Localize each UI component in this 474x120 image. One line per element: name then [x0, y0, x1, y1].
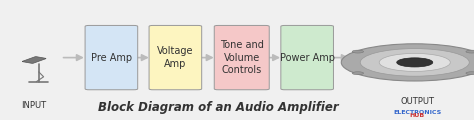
FancyBboxPatch shape — [281, 25, 333, 90]
Text: HUB: HUB — [410, 113, 425, 118]
Text: Block Diagram of an Audio Amplifier: Block Diagram of an Audio Amplifier — [98, 101, 338, 114]
Circle shape — [352, 72, 364, 75]
Circle shape — [466, 50, 474, 53]
Text: INPUT: INPUT — [21, 101, 47, 110]
Text: OUTPUT: OUTPUT — [400, 97, 434, 106]
Circle shape — [341, 44, 474, 81]
Circle shape — [379, 53, 450, 71]
FancyBboxPatch shape — [214, 25, 269, 90]
Text: Voltage
Amp: Voltage Amp — [157, 46, 194, 69]
Circle shape — [466, 72, 474, 75]
Text: Tone and
Volume
Controls: Tone and Volume Controls — [220, 40, 264, 75]
Circle shape — [352, 50, 364, 53]
Text: ELECTRONICS: ELECTRONICS — [393, 110, 441, 115]
FancyBboxPatch shape — [22, 57, 46, 63]
FancyBboxPatch shape — [85, 25, 137, 90]
Circle shape — [397, 58, 433, 67]
Text: Pre Amp: Pre Amp — [91, 53, 132, 63]
FancyBboxPatch shape — [149, 25, 201, 90]
Circle shape — [360, 49, 469, 76]
Text: Power Amp: Power Amp — [280, 53, 335, 63]
